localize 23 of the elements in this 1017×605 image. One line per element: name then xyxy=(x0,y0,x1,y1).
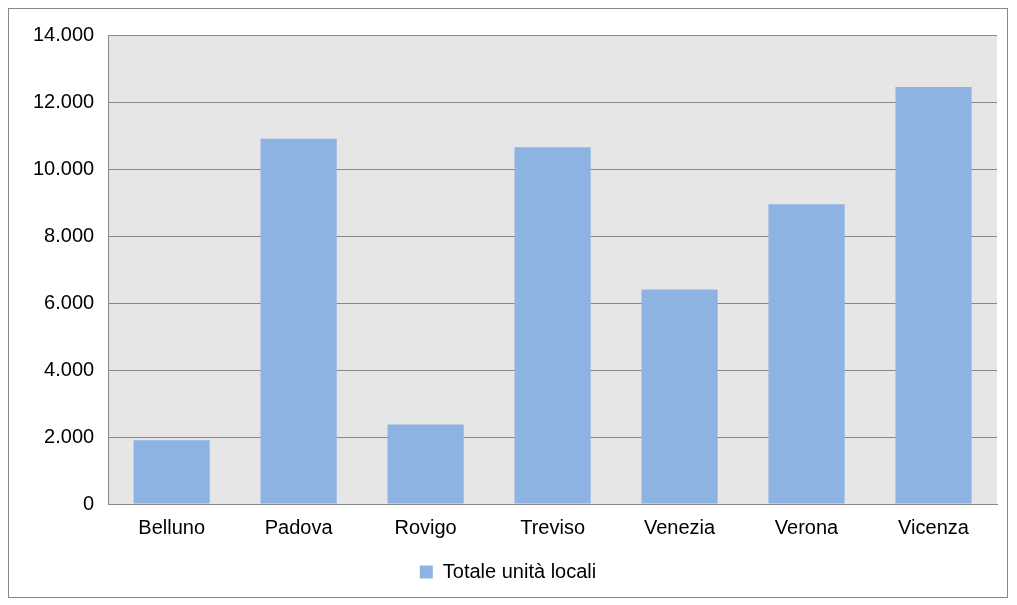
y-tick-label: 4.000 xyxy=(44,357,95,380)
bar xyxy=(387,424,464,504)
x-tick-label: Belluno xyxy=(138,515,206,538)
bar xyxy=(768,204,845,504)
y-tick-label: 2.000 xyxy=(44,424,95,447)
y-tick-label: 6.000 xyxy=(44,290,95,313)
x-tick-label: Rovigo xyxy=(394,515,457,538)
y-tick-label: 8.000 xyxy=(44,223,95,246)
x-tick-label: Verona xyxy=(774,515,840,538)
x-tick-label: Venezia xyxy=(643,515,717,538)
bar xyxy=(260,138,337,504)
y-tick-label: 10.000 xyxy=(33,156,95,179)
x-tick-label: Vicenza xyxy=(898,515,970,538)
y-tick-label: 14.000 xyxy=(33,22,95,45)
bar xyxy=(895,86,972,504)
bar xyxy=(514,147,591,504)
y-tick-label: 12.000 xyxy=(33,89,95,112)
bar xyxy=(641,289,718,504)
x-tick-label: Treviso xyxy=(520,515,585,538)
x-tick-label: Padova xyxy=(264,515,334,538)
bar xyxy=(133,440,210,504)
legend-label: Totale unità locali xyxy=(442,559,597,582)
y-tick-label: 0 xyxy=(83,491,95,514)
